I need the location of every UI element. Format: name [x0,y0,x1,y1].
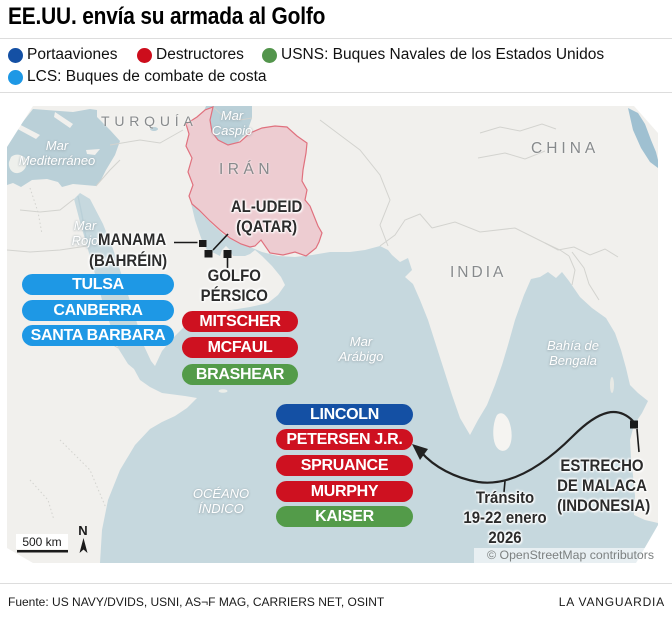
svg-text:© OpenStreetMap contributors: © OpenStreetMap contributors [487,548,654,562]
svg-text:N: N [78,523,87,538]
svg-text:500 km: 500 km [22,535,61,549]
